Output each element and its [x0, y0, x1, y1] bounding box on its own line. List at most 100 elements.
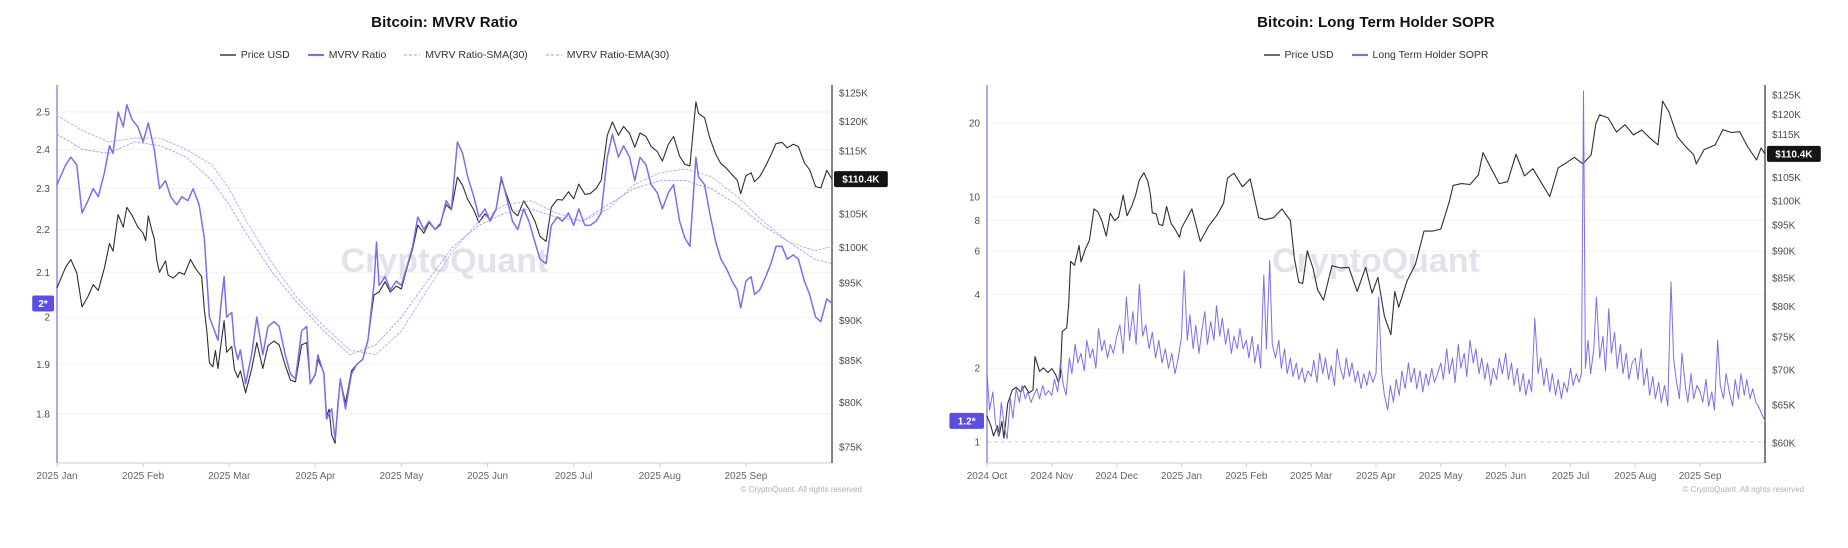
legend-label: MVRV Ratio-SMA(30) [425, 49, 528, 61]
copyright-notice: © CryptoQuant. All rights reserved [1682, 485, 1805, 494]
series-long-term-holder-sopr [986, 90, 1766, 440]
legend-line-icon [545, 54, 562, 56]
left-axis-tick-label: 4 [974, 290, 980, 301]
right-axis-tick-label: $95K [1772, 221, 1796, 232]
right-axis-tick-label: $105K [839, 209, 868, 220]
left-axis-tick-label: 2.1 [36, 268, 50, 279]
right-axis-tick-label: $100K [839, 243, 868, 254]
chart-title: Bitcoin: Long Term Holder SOPR [1257, 14, 1495, 31]
current-value-badge-label: 1.2* [958, 416, 976, 427]
right-axis-tick-label: $80K [1772, 302, 1796, 313]
current-value-badge [1767, 145, 1821, 162]
left-axis-tick-label: 2.3 [36, 184, 50, 195]
right-axis-tick-label: $120K [1772, 110, 1801, 121]
right-axis-tick-label: $75K [839, 443, 863, 454]
current-value-badge-label: $110.4K [1775, 149, 1813, 160]
copyright-notice: © CryptoQuant. All rights reserved [740, 485, 863, 494]
current-value-badge-label: $110.4K [842, 175, 880, 186]
right-axis-tick-label: $60K [1772, 439, 1796, 450]
legend-item-price-usd[interactable]: Price USD [219, 49, 290, 61]
legend-line-icon [307, 53, 324, 57]
legend-label: MVRV Ratio [328, 49, 387, 61]
right-axis-tick-label: $90K [1772, 246, 1796, 257]
x-tick-label: 2025 Jan [36, 471, 77, 482]
legend-item-mvrv-ratio[interactable]: MVRV Ratio [307, 49, 387, 61]
left-axis-tick-label: 2.4 [36, 145, 50, 156]
watermark: CryptoQuant [1272, 242, 1480, 280]
legend-label: Price USD [240, 49, 290, 61]
current-value-badge-label: 2* [38, 299, 48, 310]
chart-plot-area[interactable]: CryptoQuant 2025 Jan 2025 Feb 2025 Mar 2025 … [0, 0, 890, 548]
right-axis-tick-label: $90K [839, 316, 863, 327]
right-axis-tick-label: $95K [839, 279, 863, 290]
legend-item-long-term-holder-sopr[interactable]: Long Term Holder SOPR [1351, 49, 1489, 61]
legend-label: MVRV Ratio-EMA(30) [566, 49, 670, 61]
right-axis-tick-label: $115K [839, 146, 868, 157]
lth-sopr-chart: Bitcoin: Long Term Holder SOPR Price USD… [920, 0, 1848, 548]
x-tick-label: 2025 Apr [295, 471, 336, 482]
legend-item-mvrv-ratio-sma-30-[interactable]: MVRV Ratio-SMA(30) [404, 49, 528, 61]
left-axis-tick-label: 1.9 [36, 360, 50, 371]
left-axis-tick-label: 2.5 [36, 108, 50, 119]
left-axis-tick-label: 1.8 [36, 410, 50, 421]
left-axis-tick-label: 2 [974, 364, 980, 375]
x-tick-label: 2024 Dec [1095, 471, 1138, 482]
current-value-badge [834, 171, 888, 188]
legend-line-icon [1263, 54, 1280, 56]
x-tick-label: 2025 Jan [1161, 471, 1202, 482]
x-tick-label: 2025 Sep [724, 471, 767, 482]
chart-plot-area[interactable]: CryptoQuant 2024 Oct 2024 Nov 2024 Dec 2025 … [920, 0, 1848, 548]
legend: Price USD MVRV Ratio MVRV Ratio-SMA(30) MVR… [57, 49, 832, 61]
right-axis-tick-label: $120K [839, 117, 868, 128]
right-axis-tick-label: $85K [839, 356, 863, 367]
left-axis-tick-label: 2 [44, 313, 50, 324]
left-axis-tick-label: 8 [974, 216, 980, 227]
series-price-usd [986, 100, 1766, 439]
legend-line-icon [404, 54, 421, 56]
right-axis-tick-label: $125K [839, 89, 868, 100]
chart-title: Bitcoin: MVRV Ratio [371, 14, 518, 31]
left-axis-tick-label: 10 [969, 192, 981, 203]
x-tick-label: 2025 Jun [467, 471, 508, 482]
legend: Price USD Long Term Holder SOPR [987, 49, 1765, 61]
legend-label: Long Term Holder SOPR [1372, 49, 1489, 61]
right-axis-tick-label: $100K [1772, 196, 1801, 207]
left-axis-tick-label: 20 [969, 119, 981, 130]
left-axis-tick-label: 6 [974, 247, 980, 258]
right-axis-tick-label: $75K [1772, 333, 1796, 344]
right-axis-tick-label: $70K [1772, 365, 1796, 376]
x-tick-label: 2024 Oct [967, 471, 1008, 482]
x-tick-label: 2025 Jul [1552, 471, 1590, 482]
current-value-badge [32, 295, 54, 312]
right-axis-tick-label: $105K [1772, 173, 1801, 184]
right-axis-tick-label: $125K [1772, 91, 1801, 102]
legend-item-mvrv-ratio-ema-30-[interactable]: MVRV Ratio-EMA(30) [545, 49, 670, 61]
x-tick-label: 2025 Aug [1614, 471, 1656, 482]
x-tick-label: 2024 Nov [1030, 471, 1073, 482]
right-axis-tick-label: $115K [1772, 130, 1801, 141]
x-tick-label: 2025 Feb [122, 471, 165, 482]
current-value-badge [949, 412, 984, 429]
series-mvrv-ratio [56, 103, 833, 441]
x-tick-label: 2025 Aug [639, 471, 681, 482]
x-tick-label: 2025 May [379, 471, 423, 482]
legend-line-icon [1351, 53, 1368, 57]
x-tick-label: 2025 Jul [555, 471, 593, 482]
legend-line-icon [219, 54, 236, 56]
right-axis-tick-label: $80K [839, 398, 863, 409]
series-mvrv-ratio-ema-30- [56, 133, 833, 356]
x-tick-label: 2025 Jun [1485, 471, 1526, 482]
x-tick-label: 2025 May [1419, 471, 1463, 482]
mvrv-ratio-chart: Bitcoin: MVRV Ratio Price USD MVRV Ratio M… [0, 0, 890, 548]
left-axis-tick-label: 2.2 [36, 225, 50, 236]
x-tick-label: 2025 Feb [1225, 471, 1268, 482]
right-axis-tick-label: $85K [1772, 273, 1796, 284]
x-tick-label: 2025 Mar [208, 471, 251, 482]
series-mvrv-ratio-sma-30- [56, 115, 833, 356]
x-tick-label: 2025 Mar [1290, 471, 1333, 482]
legend-label: Price USD [1284, 49, 1334, 61]
x-tick-label: 2025 Sep [1679, 471, 1722, 482]
left-axis-tick-label: 1 [974, 438, 980, 449]
legend-item-price-usd[interactable]: Price USD [1263, 49, 1334, 61]
